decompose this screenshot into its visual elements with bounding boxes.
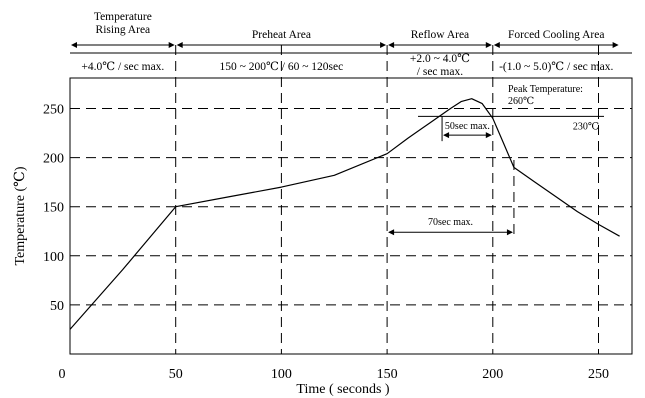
peak-label-line: 260℃ bbox=[508, 96, 534, 107]
y-axis-label: Temperature (℃) bbox=[13, 166, 28, 265]
zone-name-line: Reflow Area bbox=[411, 29, 469, 41]
sec50-arrow-right bbox=[485, 132, 492, 139]
sec70-arrow-left bbox=[388, 229, 395, 236]
annotation-layer: 230℃ Peak Temperature: 260℃ 50sec max. 70sec… bbox=[388, 84, 604, 236]
grid-layer bbox=[70, 45, 632, 354]
y-tick-label: 100 bbox=[43, 250, 64, 265]
zone-arrow-right bbox=[168, 42, 175, 48]
sec50-arrow-left bbox=[443, 132, 450, 139]
x-tick-label: 0 bbox=[59, 367, 66, 382]
peak-label: Peak Temperature: 260℃ bbox=[508, 84, 583, 107]
plot-frame bbox=[69, 77, 633, 355]
x-tick-label: 100 bbox=[271, 367, 292, 382]
curve-layer bbox=[69, 98, 620, 330]
zone-rate-line: +4.0℃ / sec max. bbox=[81, 61, 164, 73]
zone-name-line: Rising Area bbox=[96, 24, 151, 36]
t230-label: 230℃ bbox=[573, 121, 599, 132]
y-tick-label: 50 bbox=[50, 299, 64, 314]
zone-name: Reflow Area bbox=[411, 29, 469, 41]
x-tick-label: 50 bbox=[169, 367, 183, 382]
zone-name: Forced Cooling Area bbox=[508, 29, 604, 41]
tick-layer: 0 50 100 150 200 250 50 100 150 200 250 bbox=[43, 103, 609, 383]
zone-rate-line: / sec max. bbox=[417, 66, 463, 78]
peak-label-line: Peak Temperature: bbox=[508, 84, 583, 95]
zone-header: Temperature Rising Area +4.0℃ / sec max. Pr… bbox=[70, 11, 632, 79]
zone-arrow-right bbox=[485, 42, 492, 48]
zone-name: Preheat Area bbox=[252, 29, 311, 41]
zone-rate: +4.0℃ / sec max. bbox=[81, 61, 164, 73]
zone-name-line: Preheat Area bbox=[252, 29, 311, 41]
zone-arrow-left bbox=[493, 42, 500, 48]
x-tick-label: 250 bbox=[588, 367, 609, 382]
y-tick-label: 250 bbox=[43, 103, 64, 118]
x-axis-label: Time ( seconds ) bbox=[296, 382, 390, 397]
zone-rate-line: -(1.0 ~ 5.0)℃ / sec max. bbox=[499, 61, 613, 73]
zone-layer: Temperature Rising Area +4.0℃ / sec max. Pr… bbox=[71, 11, 619, 78]
sec70-arrow-right bbox=[506, 229, 513, 236]
zone-rate-line: +2.0 ~ 4.0℃ bbox=[410, 53, 470, 65]
zone-arrow-left bbox=[388, 42, 395, 48]
zone-name-line: Forced Cooling Area bbox=[508, 29, 604, 41]
zone-rate: +2.0 ~ 4.0℃ / sec max. bbox=[410, 53, 470, 78]
zone-arrow-left bbox=[71, 42, 77, 48]
zone-arrow-right bbox=[380, 42, 387, 48]
y-tick-label: 200 bbox=[43, 152, 64, 167]
zone-arrow-left bbox=[176, 42, 183, 48]
zone-rate: -(1.0 ~ 5.0)℃ / sec max. bbox=[499, 61, 613, 73]
y-tick-label: 150 bbox=[43, 201, 64, 216]
zone-name: Temperature Rising Area bbox=[94, 11, 152, 36]
profile-curve bbox=[69, 98, 620, 330]
sec70-label: 70sec max. bbox=[428, 217, 473, 228]
x-tick-label: 150 bbox=[377, 367, 398, 382]
sec50-label: 50sec max. bbox=[445, 121, 490, 132]
x-tick-label: 200 bbox=[482, 367, 503, 382]
zone-name-line: Temperature bbox=[94, 11, 152, 23]
zone-arrow-right bbox=[612, 42, 619, 48]
